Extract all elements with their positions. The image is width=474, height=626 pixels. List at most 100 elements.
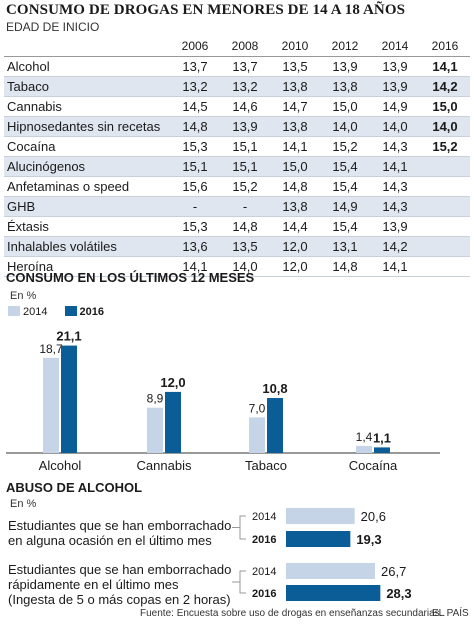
table-cell <box>420 156 470 177</box>
table-cell: 15,0 <box>270 156 320 177</box>
bar-value-label: 18,7 <box>39 342 63 356</box>
bar-chart-legend: 2014 2016 <box>8 306 118 322</box>
table-cell: 15,1 <box>170 156 220 177</box>
hbar-value-label: 28,3 <box>386 586 411 601</box>
bar-2016 <box>165 391 181 453</box>
hbar-group-2-line: (Ingesta de 5 o más copas en 2 horas) <box>8 592 231 607</box>
table-cell: 13,8 <box>320 76 370 97</box>
table-cell: 12,0 <box>270 236 320 257</box>
bar-2014 <box>249 417 265 453</box>
table-cell: 13,2 <box>170 76 220 97</box>
table-cell <box>420 256 470 277</box>
hbar-year-label: 2016 <box>252 534 276 546</box>
bar-value-label: 10,8 <box>262 381 287 396</box>
table-cell: 14,3 <box>370 136 420 157</box>
table-cell: 13,5 <box>220 236 270 257</box>
row-label: Alucinógenos <box>4 156 170 177</box>
table-row: Cocaína 15,3 15,1 14,1 15,2 14,3 15,2 <box>4 136 470 157</box>
legend-label-2016: 2016 <box>79 306 105 318</box>
table-cell: 14,8 <box>220 216 270 237</box>
credit: EL PAÍS <box>432 608 469 619</box>
table-cell: 14,0 <box>220 256 270 277</box>
bar-category-label: Cocaína <box>349 458 398 473</box>
bar-category-label: Alcohol <box>39 458 82 473</box>
table-cell: 14,4 <box>270 216 320 237</box>
hbar-bracket <box>232 570 246 594</box>
bar-value-label: 12,0 <box>160 375 185 390</box>
table-cell: 14,1 <box>370 256 420 277</box>
table-cell: 13,7 <box>220 56 270 77</box>
table-cell: 14,3 <box>370 196 420 217</box>
chart-title: CONSUMO DE DROGAS EN MENORES DE 14 A 18 … <box>6 2 406 18</box>
table-cell: 15,6 <box>170 176 220 197</box>
hbar-value-label: 20,6 <box>361 509 386 524</box>
table-row: Tabaco 13,2 13,2 13,8 13,8 13,9 14,2 <box>4 76 470 97</box>
legend-label-2014: 2014 <box>23 306 48 318</box>
table-cell: 12,0 <box>270 256 320 277</box>
table-cell: 13,8 <box>270 196 320 217</box>
table-cell: 13,9 <box>370 216 420 237</box>
table-cell: 14,2 <box>420 76 470 97</box>
hbar-2016 <box>286 585 381 601</box>
table-cell: 14,1 <box>170 256 220 277</box>
row-label: GHB <box>4 196 170 217</box>
table-cell: 13,9 <box>370 56 420 77</box>
table-row: Éxtasis 15,3 14,8 14,4 15,4 13,9 <box>4 216 470 237</box>
table-header-row: 2006 2008 2010 2012 2014 2016 <box>4 37 470 57</box>
table-row: Cannabis 14,5 14,6 14,7 15,0 14,9 15,0 <box>4 96 470 117</box>
table-cell: 15,2 <box>320 136 370 157</box>
table-cell: 14,8 <box>320 256 370 277</box>
bar-category-label: Cannabis <box>137 458 192 473</box>
col-header: 2006 <box>170 37 220 57</box>
row-label: Inhalables volátiles <box>4 236 170 257</box>
table-cell <box>420 196 470 217</box>
table-cell: 13,1 <box>320 236 370 257</box>
table-cell: 15,4 <box>320 176 370 197</box>
table-cell: 14,0 <box>420 116 470 137</box>
row-label: Heroína <box>4 256 170 277</box>
table-cell: 15,1 <box>220 136 270 157</box>
source-note: Fuente: Encuesta sobre uso de drogas en … <box>140 608 446 619</box>
onset-age-table: 2006 2008 2010 2012 2014 2016 Alcohol 13,… <box>4 37 470 277</box>
table-cell <box>420 176 470 197</box>
bar-chart-title: CONSUMO EN LOS ÚLTIMOS 12 MESES <box>6 270 255 285</box>
hbar-year-label: 2014 <box>252 566 276 578</box>
table-row: Alucinógenos 15,1 15,1 15,0 15,4 14,1 <box>4 156 470 177</box>
table-cell: 14,0 <box>320 116 370 137</box>
row-label: Alcohol <box>4 56 170 77</box>
table-cell: 15,4 <box>320 156 370 177</box>
table-cell: 14,8 <box>170 116 220 137</box>
table-row: Alcohol 13,7 13,7 13,5 13,9 13,9 14,1 <box>4 56 470 77</box>
table-cell: 14,7 <box>270 96 320 117</box>
table-cell: 13,7 <box>170 56 220 77</box>
hbar-year-label: 2016 <box>252 588 276 600</box>
table-subtitle: EDAD DE INICIO <box>6 20 100 34</box>
table-cell: 14,1 <box>270 136 320 157</box>
hbar-chart-unit: En % <box>10 498 37 510</box>
col-header: 2016 <box>420 37 470 57</box>
table-cell: 14,6 <box>220 96 270 117</box>
table-cell: 13,9 <box>320 56 370 77</box>
table-cell: 14,9 <box>320 196 370 217</box>
col-header: 2010 <box>270 37 320 57</box>
table-cell: 15,4 <box>320 216 370 237</box>
row-label: Éxtasis <box>4 216 170 237</box>
hbar-value-label: 19,3 <box>356 532 381 547</box>
bar-2014 <box>43 357 59 453</box>
bar-2016 <box>267 398 283 453</box>
hbar-group-2-line: Estudiantes que se han emborrachado <box>8 562 232 577</box>
hbar-value-label: 26,7 <box>381 564 406 579</box>
table-cell: 15,3 <box>170 136 220 157</box>
hbar-group-1-label: Estudiantes que se han emborrachado en a… <box>8 518 231 548</box>
table-cell <box>420 216 470 237</box>
table-row: Anfetaminas o speed 15,6 15,2 14,8 15,4 14,3 <box>4 176 470 197</box>
table-header-blank <box>4 37 170 57</box>
table-cell <box>420 236 470 257</box>
table-cell: 13,6 <box>170 236 220 257</box>
table-cell: 15,0 <box>320 96 370 117</box>
table-row: Heroína 14,1 14,0 12,0 14,8 14,1 <box>4 256 470 277</box>
table-cell: 14,3 <box>370 176 420 197</box>
table-cell: 15,1 <box>220 156 270 177</box>
row-label: Cocaína <box>4 136 170 157</box>
hbar-group-1-line: en alguna ocasión en el último mes <box>8 533 212 548</box>
